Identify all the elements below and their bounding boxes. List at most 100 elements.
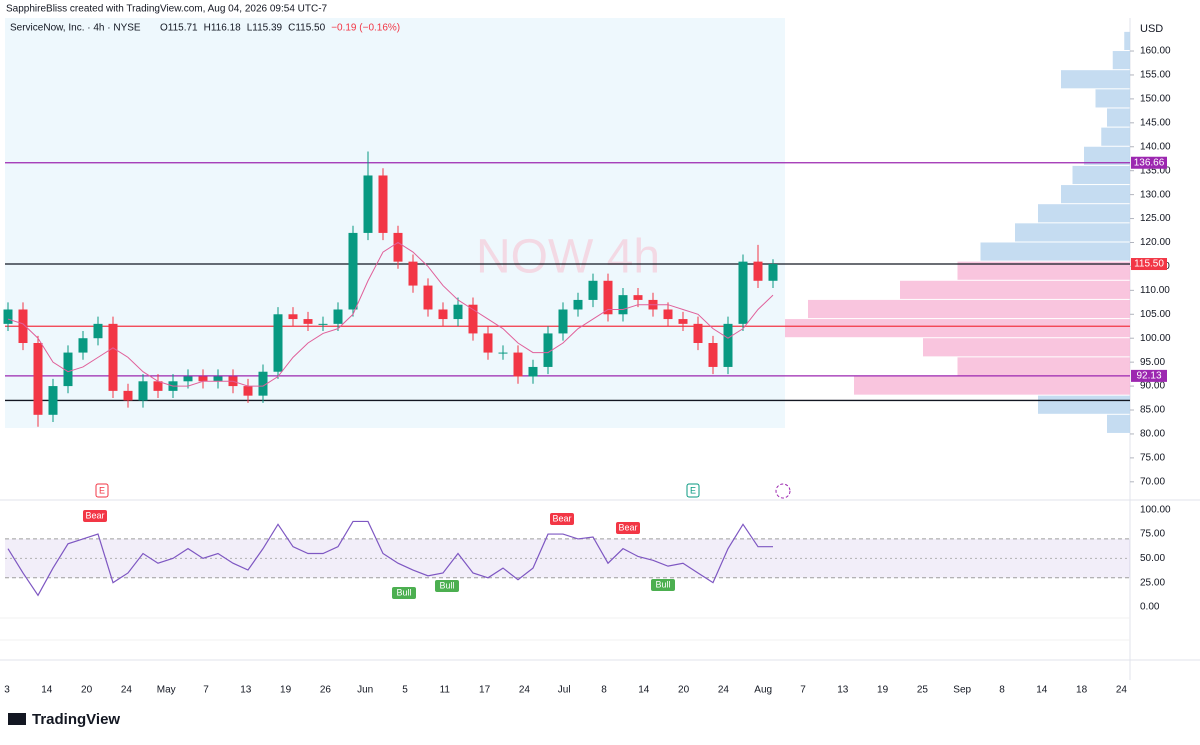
- volume-profile-bar: [980, 242, 1130, 261]
- x-tick-label: 5: [402, 685, 408, 696]
- event-icon: [95, 483, 109, 498]
- volume-profile-bar: [1095, 89, 1130, 108]
- x-tick-label: May: [157, 685, 176, 696]
- candle-body: [438, 309, 448, 320]
- level-label: 136.66: [1134, 157, 1165, 168]
- ohlc-value: C115.50: [288, 23, 326, 34]
- y-tick-label: 150.00: [1140, 94, 1171, 105]
- y-tick-label: 140.00: [1140, 141, 1171, 152]
- candle-body: [18, 309, 28, 344]
- x-tick-label: 24: [121, 685, 133, 696]
- credit: SapphireBliss created with TradingView.c…: [6, 4, 328, 15]
- x-tick-label: 8: [601, 685, 607, 696]
- candle-body: [678, 319, 688, 324]
- signal-label: Bull: [396, 587, 411, 597]
- volume-profile-bar: [957, 261, 1130, 280]
- volume-profile-bar: [1061, 70, 1130, 89]
- candle-body: [63, 352, 73, 387]
- ohlc-value: O115.71: [160, 23, 198, 34]
- volume-profile-bar: [1038, 395, 1130, 414]
- x-tick-label: 20: [81, 685, 93, 696]
- y-tick-label: 80.00: [1140, 429, 1165, 440]
- currency: USD: [1140, 23, 1163, 35]
- signal-label: Bear: [552, 513, 571, 523]
- candle-body: [528, 366, 538, 377]
- signal-label: Bull: [439, 580, 454, 590]
- candle-body: [333, 309, 343, 324]
- candle-body: [153, 381, 163, 391]
- candle-body: [183, 376, 193, 382]
- y-tick-label: 100.00: [1140, 333, 1171, 344]
- x-tick-label: 20: [678, 685, 690, 696]
- candle-body: [663, 309, 673, 320]
- candle-body: [618, 295, 628, 315]
- volume-profile-bar: [1112, 51, 1130, 70]
- x-tick-label: 17: [479, 685, 491, 696]
- ohlc-value: −0.19 (−0.16%): [331, 23, 400, 34]
- candle-body: [243, 386, 253, 396]
- y-tick-label: 110.00: [1140, 285, 1170, 296]
- x-tick-label: 3: [4, 685, 10, 696]
- x-tick-label: 13: [240, 685, 252, 696]
- level-label-box: [1131, 369, 1167, 382]
- candle-body: [48, 386, 58, 415]
- candle-body: [468, 304, 478, 334]
- candle-body: [348, 232, 358, 310]
- signal-box: [616, 522, 640, 534]
- x-tick-label: 7: [203, 685, 209, 696]
- candle-body: [273, 314, 283, 372]
- y-tick-label: 160.00: [1140, 46, 1171, 57]
- x-tick-label: 14: [1036, 685, 1048, 696]
- signal-box: [651, 579, 675, 591]
- candle-body: [138, 381, 148, 401]
- y-tick-label: 155.00: [1140, 70, 1171, 81]
- event-icon: [686, 483, 700, 498]
- volume-profile-bar: [1072, 165, 1130, 185]
- candle-body: [93, 323, 103, 339]
- candle-body: [603, 280, 613, 315]
- volume-profile-bar: [1107, 108, 1130, 127]
- symbol: ServiceNow, Inc. · 4h · NYSE: [10, 23, 141, 34]
- rsi-line: [7, 520, 773, 597]
- volume-profile-bar: [854, 376, 1130, 395]
- x-tick-label: 24: [1116, 685, 1128, 696]
- candle-body: [378, 175, 388, 233]
- y-tick-label: 135.00: [1140, 165, 1171, 176]
- x-tick-label: 25: [917, 685, 929, 696]
- event: E: [99, 485, 105, 495]
- candle-body: [108, 323, 118, 391]
- candle-body: [453, 304, 463, 320]
- x-tick-label: Jul: [558, 685, 571, 696]
- candle-body: [543, 333, 553, 367]
- x-tick-label: Jun: [357, 685, 373, 696]
- candle-body: [753, 261, 763, 281]
- volume-profile-bar: [1015, 223, 1130, 242]
- candle-body: [483, 333, 493, 353]
- candle-body: [693, 323, 703, 344]
- signal-box: [392, 587, 416, 599]
- signal-box: [435, 580, 459, 592]
- candle-body: [198, 376, 208, 382]
- candle-body: [258, 371, 268, 396]
- x-tick-label: 8: [999, 685, 1005, 696]
- x-tick-label: 19: [280, 685, 292, 696]
- x-tick-label: 13: [837, 685, 849, 696]
- y-tick-label: 75.00: [1140, 453, 1165, 464]
- candle-body: [513, 352, 523, 377]
- rsi-tick-label: 25.00: [1140, 577, 1165, 588]
- signal-box: [550, 513, 574, 525]
- y-tick-label: 120.00: [1140, 237, 1171, 248]
- candle-body: [558, 309, 568, 334]
- volume-profile-bar: [900, 280, 1130, 299]
- candle-body: [393, 232, 403, 262]
- watermark: NOW 4h: [476, 231, 660, 284]
- candle-body: [363, 175, 373, 233]
- candle-body: [723, 323, 733, 367]
- volume-profile-bar: [785, 319, 1130, 338]
- volume-profile-bar: [1124, 31, 1130, 51]
- candle-body: [318, 323, 328, 325]
- candle-body: [288, 314, 298, 320]
- volume-profile-bar: [1061, 185, 1130, 204]
- y-tick-label: 130.00: [1140, 189, 1171, 200]
